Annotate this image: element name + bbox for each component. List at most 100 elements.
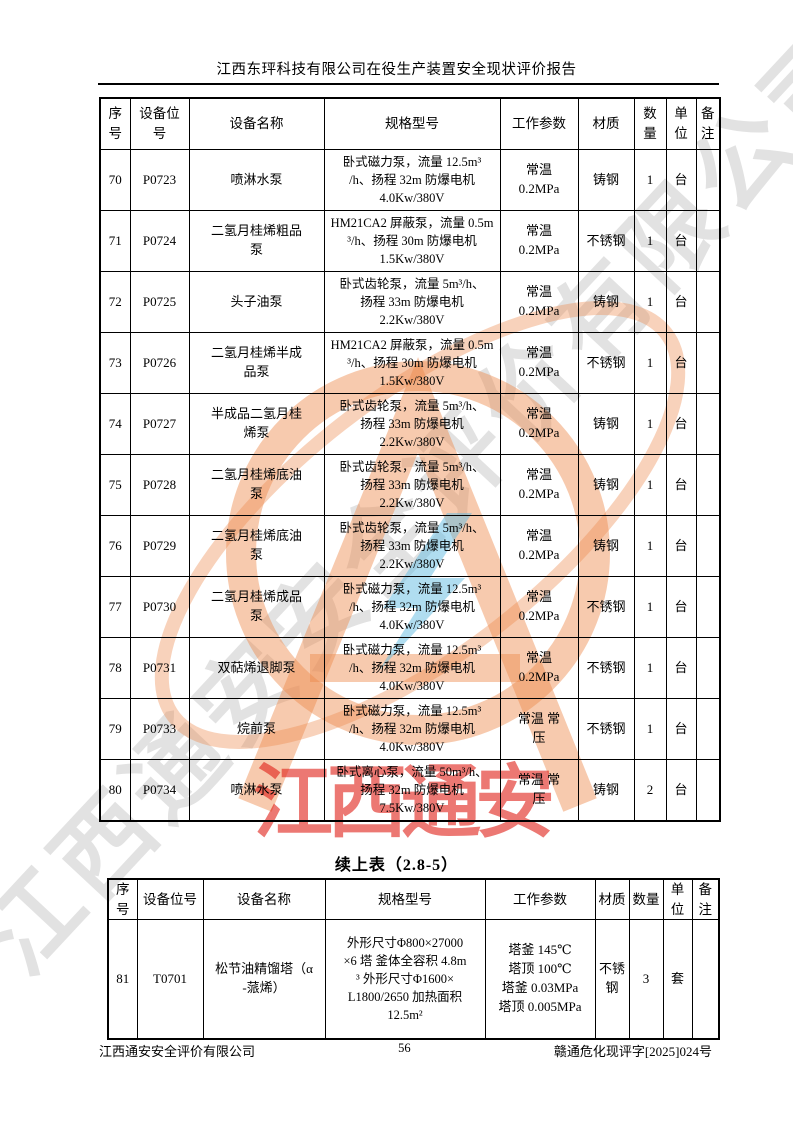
cell-material: 铸钢: [577, 149, 635, 211]
cell-qty: 1: [633, 515, 667, 577]
cell-spec: HM21CA2 屏蔽泵，流量 0.5m ³/h、扬程 30m 防爆电机 1.5K…: [323, 210, 501, 272]
cell-spec: 卧式磁力泵，流量 12.5m³ /h、扬程 32m 防爆电机 4.0Kw/380…: [323, 576, 501, 638]
cell-no: 78: [99, 637, 131, 699]
cell-name: 二氢月桂烯成品 泵: [188, 576, 325, 638]
footer-company: 江西通安安全评价有限公司: [99, 1044, 256, 1059]
table-row: 74 P0727 半成品二氢月桂 烯泵 卧式齿轮泵，流量 5m³/h、 扬程 33m …: [99, 393, 721, 455]
cell-no: 73: [99, 332, 131, 394]
column-header: 设备名称: [202, 878, 326, 921]
cell-tag: P0728: [129, 454, 190, 516]
cell-no: 74: [99, 393, 131, 455]
cell-material: 不锈钢: [577, 637, 635, 699]
page-title: 江西东玶科技有限公司在役生产装置安全现状评价报告: [216, 62, 577, 78]
cell-material: 铸钢: [577, 271, 635, 333]
cell-unit: 台: [665, 698, 697, 760]
footer-doc-number: 赣通危化现评字[2025]024号: [553, 1044, 712, 1059]
cell-unit: 台: [665, 332, 697, 394]
cell-no: 77: [99, 576, 131, 638]
cell-tag: P0734: [129, 759, 190, 822]
cell-qty: 1: [633, 637, 667, 699]
cell-spec: HM21CA2 屏蔽泵，流量 0.5m ³/h、扬程 30m 防爆电机 1.5K…: [323, 332, 501, 394]
cell-note: [695, 759, 721, 822]
column-header: 规格型号: [324, 878, 486, 921]
cell-tag: P0726: [129, 332, 190, 394]
table-row: 73 P0726 二氢月桂烯半成 品泵 HM21CA2 屏蔽泵，流量 0.5m ³/h…: [99, 332, 721, 394]
column-header: 备注: [695, 97, 721, 150]
cell-name: 二氢月桂烯底油 泵: [188, 515, 325, 577]
cell-no: 81: [107, 919, 138, 1040]
cell-unit: 台: [665, 393, 697, 455]
cell-name: 二氢月桂烯半成 品泵: [188, 332, 325, 394]
cell-name: 半成品二氢月桂 烯泵: [188, 393, 325, 455]
cell-tag: P0731: [129, 637, 190, 699]
table-row: 72 P0725 头子油泵 卧式齿轮泵，流量 5m³/h、 扬程 33m 防爆电机 2…: [99, 271, 721, 333]
cell-note: [695, 698, 721, 760]
cell-unit: 台: [665, 637, 697, 699]
table-row: 80 P0734 喷淋水泵 卧式离心泵，流量 50m³/h、 扬程 32m 防爆电机 …: [99, 759, 721, 822]
continuation-table-title: 续上表（2.8-5）: [334, 857, 459, 874]
cell-tag: P0730: [129, 576, 190, 638]
column-header: 设备名称: [188, 97, 325, 150]
equipment-table: 序号 设备位号 设备名称 规格型号 工作参数 材质 数量 单位 备注 70 P0723 喷淋水泵 卧式…: [99, 97, 721, 822]
column-header: 单位: [662, 878, 693, 921]
cell-name: 松节油精馏塔（α -蒎烯）: [202, 919, 326, 1040]
table-row: 71 P0724 二氢月桂烯粗品 泵 HM21CA2 屏蔽泵，流量 0.5m ³/h、…: [99, 210, 721, 272]
cell-qty: 1: [633, 393, 667, 455]
cell-qty: 1: [633, 332, 667, 394]
cell-spec: 外形尺寸Φ800×27000 ×6 塔 釜体全容积 4.8m ³ 外形尺寸Φ16…: [324, 919, 486, 1040]
table-row: 79 P0733 烷前泵 卧式磁力泵，流量 12.5m³ /h、扬程 32m 防爆电机…: [99, 698, 721, 760]
cell-qty: 1: [633, 210, 667, 272]
column-header: 材质: [577, 97, 635, 150]
cell-params: 塔釜 145℃ 塔顶 100℃ 塔釜 0.03MPa 塔顶 0.005MPa: [484, 919, 596, 1040]
cell-no: 71: [99, 210, 131, 272]
column-header: 设备位号: [129, 97, 190, 150]
cell-material: 不锈钢: [594, 919, 630, 1040]
cell-spec: 卧式齿轮泵，流量 5m³/h、 扬程 33m 防爆电机 2.2Kw/380V: [323, 515, 501, 577]
cell-params: 常温 常 压: [499, 759, 579, 822]
column-header: 序号: [107, 878, 138, 921]
cell-name: 喷淋水泵: [188, 759, 325, 822]
cell-params: 常温 0.2MPa: [499, 210, 579, 272]
cell-qty: 1: [633, 698, 667, 760]
cell-params: 常温 0.2MPa: [499, 271, 579, 333]
cell-note: [691, 919, 720, 1040]
cell-note: [695, 149, 721, 211]
table-row: 81 T0701 松节油精馏塔（α -蒎烯） 外形尺寸Φ800×27000 ×6 塔 …: [107, 919, 720, 1040]
cell-no: 76: [99, 515, 131, 577]
cell-name: 喷淋水泵: [188, 149, 325, 211]
cell-tag: T0701: [136, 919, 204, 1040]
cell-unit: 台: [665, 210, 697, 272]
cell-qty: 1: [633, 271, 667, 333]
cell-spec: 卧式齿轮泵，流量 5m³/h、 扬程 33m 防爆电机 2.2Kw/380V: [323, 454, 501, 516]
cell-name: 二氢月桂烯底油 泵: [188, 454, 325, 516]
cell-no: 72: [99, 271, 131, 333]
cell-unit: 台: [665, 759, 697, 822]
cell-params: 常温 0.2MPa: [499, 393, 579, 455]
cell-unit: 台: [665, 454, 697, 516]
cell-tag: P0729: [129, 515, 190, 577]
column-header: 工作参数: [484, 878, 596, 921]
cell-material: 不锈钢: [577, 698, 635, 760]
column-header: 材质: [594, 878, 630, 921]
cell-params: 常温 0.2MPa: [499, 332, 579, 394]
cell-material: 铸钢: [577, 393, 635, 455]
column-header: 规格型号: [323, 97, 501, 150]
cell-note: [695, 576, 721, 638]
cell-unit: 台: [665, 576, 697, 638]
cell-name: 二氢月桂烯粗品 泵: [188, 210, 325, 272]
cell-qty: 1: [633, 576, 667, 638]
cell-note: [695, 637, 721, 699]
header-divider: [98, 83, 719, 85]
table-header-row: 序号 设备位号 设备名称 规格型号 工作参数 材质 数量 单位 备注: [99, 97, 721, 150]
cell-spec: 卧式磁力泵，流量 12.5m³ /h、扬程 32m 防爆电机 4.0Kw/380…: [323, 149, 501, 211]
cell-unit: 台: [665, 515, 697, 577]
column-header: 数量: [628, 878, 664, 921]
cell-params: 常温 0.2MPa: [499, 149, 579, 211]
cell-spec: 卧式齿轮泵，流量 5m³/h、 扬程 33m 防爆电机 2.2Kw/380V: [323, 271, 501, 333]
page-footer: 江西通安安全评价有限公司 56 赣通危化现评字[2025]024号: [99, 1041, 712, 1060]
cell-qty: 2: [633, 759, 667, 822]
cell-spec: 卧式齿轮泵，流量 5m³/h、 扬程 33m 防爆电机 2.2Kw/380V: [323, 393, 501, 455]
table-header-row: 序号 设备位号 设备名称 规格型号 工作参数 材质 数量 单位 备注: [107, 878, 720, 921]
table-row: 77 P0730 二氢月桂烯成品 泵卧式磁力泵，流量 12.5m³ /h、扬程 32…: [99, 576, 721, 638]
column-header: 数量: [633, 97, 667, 150]
